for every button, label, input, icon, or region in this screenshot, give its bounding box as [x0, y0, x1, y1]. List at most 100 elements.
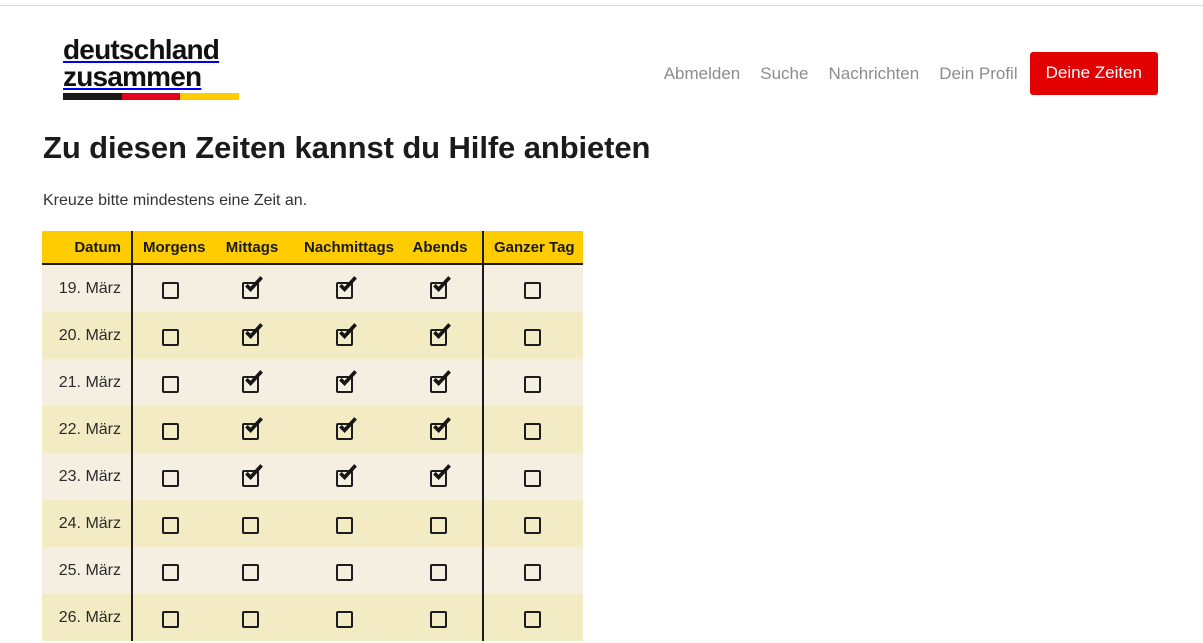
checkbox-checked-icon[interactable] [241, 322, 263, 346]
cell-abends[interactable] [398, 312, 483, 359]
checkbox-unchecked-icon[interactable] [429, 514, 451, 534]
checkbox-checked-icon[interactable] [241, 275, 263, 299]
checkbox-unchecked-icon[interactable] [161, 467, 183, 487]
cell-abends[interactable] [398, 500, 483, 547]
checkbox-unchecked-icon[interactable] [523, 373, 545, 393]
cell-nachmittags[interactable] [294, 547, 398, 594]
checkbox-unchecked-icon[interactable] [241, 561, 263, 581]
cell-nachmittags[interactable] [294, 359, 398, 406]
cell-mittags[interactable] [210, 594, 294, 641]
table-body: 19. März 20. März 21. März 22. März 23. März… [42, 264, 583, 641]
cell-mittags[interactable] [210, 264, 294, 312]
checkbox-unchecked-icon[interactable] [429, 561, 451, 581]
column-header-morgens: Morgens [132, 231, 210, 265]
cell-ganzer-tag[interactable] [482, 594, 583, 641]
cell-morgens[interactable] [132, 453, 210, 500]
cell-morgens[interactable] [132, 500, 210, 547]
cell-ganzer-tag[interactable] [482, 453, 583, 500]
cell-ganzer-tag[interactable] [482, 500, 583, 547]
cell-ganzer-tag[interactable] [482, 359, 583, 406]
nav-link-dein-profil[interactable]: Dein Profil [939, 63, 1018, 83]
cell-mittags[interactable] [210, 406, 294, 453]
cell-mittags[interactable] [210, 547, 294, 594]
cell-abends[interactable] [398, 406, 483, 453]
checkbox-unchecked-icon[interactable] [161, 326, 183, 346]
cell-abends[interactable] [398, 594, 483, 641]
checkbox-checked-icon[interactable] [429, 369, 451, 393]
cell-ganzer-tag[interactable] [482, 406, 583, 453]
checkbox-unchecked-icon[interactable] [523, 514, 545, 534]
cell-nachmittags[interactable] [294, 594, 398, 641]
checkbox-unchecked-icon[interactable] [335, 608, 357, 628]
table-row: 19. März [42, 264, 583, 312]
checkbox-unchecked-icon[interactable] [161, 279, 183, 299]
checkbox-checked-icon[interactable] [241, 416, 263, 440]
cell-abends[interactable] [398, 547, 483, 594]
checkbox-unchecked-icon[interactable] [161, 420, 183, 440]
cell-mittags[interactable] [210, 312, 294, 359]
checkbox-unchecked-icon[interactable] [335, 561, 357, 581]
checkbox-unchecked-icon[interactable] [523, 467, 545, 487]
checkbox-unchecked-icon[interactable] [161, 514, 183, 534]
cell-mittags[interactable] [210, 453, 294, 500]
checkbox-checked-icon[interactable] [429, 416, 451, 440]
site-logo[interactable]: deutschland zusammen [63, 36, 241, 100]
checkbox-checked-icon[interactable] [335, 416, 357, 440]
cell-ganzer-tag[interactable] [482, 547, 583, 594]
checkbox-unchecked-icon[interactable] [523, 420, 545, 440]
cell-morgens[interactable] [132, 359, 210, 406]
checkbox-unchecked-icon[interactable] [523, 608, 545, 628]
cell-ganzer-tag[interactable] [482, 312, 583, 359]
cell-nachmittags[interactable] [294, 453, 398, 500]
cell-date: 24. März [42, 500, 133, 547]
cell-abends[interactable] [398, 453, 483, 500]
cell-nachmittags[interactable] [294, 500, 398, 547]
checkbox-unchecked-icon[interactable] [161, 373, 183, 393]
cell-mittags[interactable] [210, 500, 294, 547]
cell-mittags[interactable] [210, 359, 294, 406]
checkbox-unchecked-icon[interactable] [161, 561, 183, 581]
nav-link-nachrichten[interactable]: Nachrichten [828, 63, 920, 83]
nav-link-abmelden[interactable]: Abmelden [663, 63, 741, 83]
cell-date: 19. März [42, 264, 133, 312]
checkbox-checked-icon[interactable] [429, 463, 451, 487]
cell-morgens[interactable] [132, 264, 210, 312]
page-title: Zu diesen Zeiten kannst du Hilfe anbiete… [43, 130, 651, 165]
checkbox-unchecked-icon[interactable] [429, 608, 451, 628]
logo-line-2: zusammen [63, 61, 202, 92]
table-row: 26. März [42, 594, 583, 641]
checkbox-checked-icon[interactable] [241, 369, 263, 393]
cell-ganzer-tag[interactable] [482, 264, 583, 312]
flag-stripe-gold [180, 93, 239, 100]
cell-nachmittags[interactable] [294, 264, 398, 312]
checkbox-checked-icon[interactable] [429, 322, 451, 346]
cell-nachmittags[interactable] [294, 312, 398, 359]
checkbox-unchecked-icon[interactable] [523, 279, 545, 299]
cell-morgens[interactable] [132, 406, 210, 453]
cell-nachmittags[interactable] [294, 406, 398, 453]
checkbox-checked-icon[interactable] [335, 275, 357, 299]
cell-morgens[interactable] [132, 594, 210, 641]
checkbox-checked-icon[interactable] [335, 322, 357, 346]
table-row: 20. März [42, 312, 583, 359]
checkbox-unchecked-icon[interactable] [523, 561, 545, 581]
checkbox-checked-icon[interactable] [335, 369, 357, 393]
checkbox-unchecked-icon[interactable] [241, 514, 263, 534]
column-header-datum: Datum [42, 231, 133, 265]
nav-link-suche[interactable]: Suche [760, 63, 809, 83]
cell-abends[interactable] [398, 264, 483, 312]
checkbox-unchecked-icon[interactable] [523, 326, 545, 346]
checkbox-checked-icon[interactable] [241, 463, 263, 487]
checkbox-unchecked-icon[interactable] [241, 608, 263, 628]
checkbox-checked-icon[interactable] [429, 275, 451, 299]
availability-table: Datum Morgens Mittags Nachmittags Abends… [42, 231, 583, 641]
cell-abends[interactable] [398, 359, 483, 406]
table-row: 25. März [42, 547, 583, 594]
cell-morgens[interactable] [132, 312, 210, 359]
nav-button-deine-zeiten[interactable]: Deine Zeiten [1029, 52, 1158, 95]
cell-morgens[interactable] [132, 547, 210, 594]
checkbox-unchecked-icon[interactable] [161, 608, 183, 628]
checkbox-unchecked-icon[interactable] [335, 514, 357, 534]
checkbox-checked-icon[interactable] [335, 463, 357, 487]
table-row: 23. März [42, 453, 583, 500]
